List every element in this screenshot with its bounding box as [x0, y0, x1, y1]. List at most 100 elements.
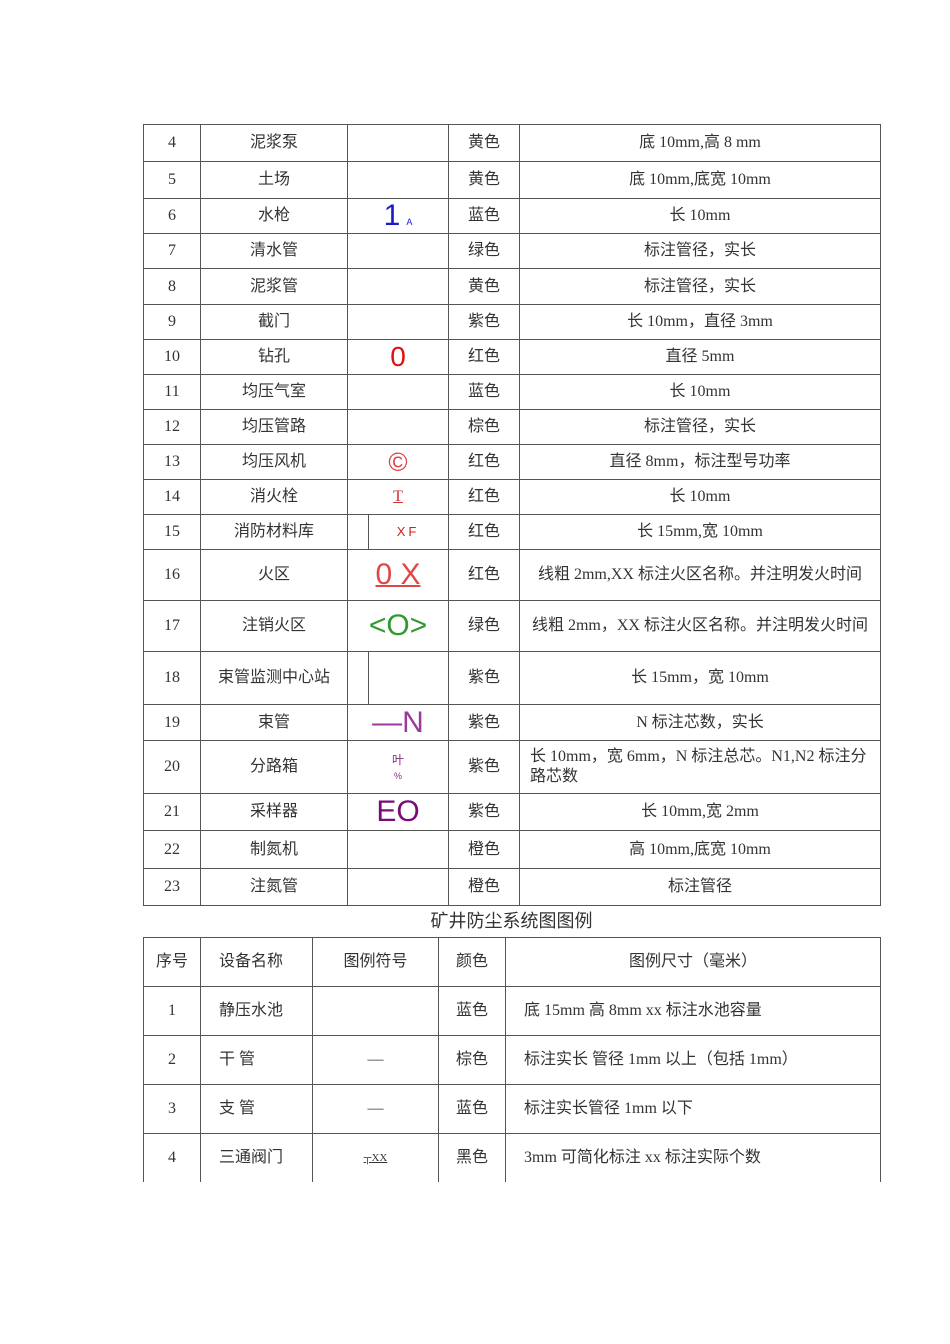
legend-size: 长 15mm，宽 10mm [519, 651, 881, 705]
row-number: 17 [143, 600, 201, 652]
table-row: 10 钻孔 0 红色 直径 5mm [143, 339, 881, 375]
table-row: 3 支 管 — 蓝色 标注实长管径 1mm 以下 [143, 1084, 881, 1134]
table-row: 22 制氮机 橙色 高 10mm,底宽 10mm [143, 830, 881, 869]
device-name: 均压气室 [200, 374, 348, 410]
table-row: 2 干 管 — 棕色 标注实长 管径 1mm 以上（包括 1mm） [143, 1035, 881, 1085]
table-row: 19 束管 —N 紫色 N 标注芯数，实长 [143, 704, 881, 741]
symbol-subscript: % [393, 770, 402, 781]
legend-size: 直径 8mm，标注型号功率 [519, 444, 881, 480]
legend-size: 标注管径，实长 [519, 268, 881, 305]
symbol-glyph: 叶 [391, 752, 404, 767]
device-name: 干 管 [200, 1035, 313, 1085]
row-number: 6 [143, 198, 201, 234]
table-row: 11 均压气室 蓝色 长 10mm [143, 374, 881, 410]
legend-size: 高 10mm,底宽 10mm [519, 830, 881, 869]
color-name: 黄色 [448, 161, 520, 199]
color-name: 蓝色 [438, 986, 506, 1036]
row-number: 13 [143, 444, 201, 480]
row-number: 9 [143, 304, 201, 340]
device-name: 火区 [200, 549, 348, 601]
legend-size: 底 10mm,底宽 10mm [519, 161, 881, 199]
table-row: 5 土场 黄色 底 10mm,底宽 10mm [143, 161, 881, 199]
row-number: 7 [143, 233, 201, 269]
legend-size: N 标注芯数，实长 [519, 704, 881, 741]
legend-symbol: 0 X [347, 549, 449, 601]
row-number: 4 [143, 124, 201, 162]
legend-size: 标注管径 [519, 868, 881, 906]
legend-size: 标注实长 管径 1mm 以上（包括 1mm） [505, 1035, 881, 1085]
legend-size: 标注管径，实长 [519, 233, 881, 269]
device-name: 水枪 [200, 198, 348, 234]
table-row: 8 泥浆管 黄色 标注管径，实长 [143, 268, 881, 305]
row-number: 11 [143, 374, 201, 410]
table-row: 14 消火栓 T 红色 长 10mm [143, 479, 881, 515]
legend-symbol: XF [347, 514, 449, 550]
symbol-glyph: © [388, 447, 408, 477]
legend-size: 直径 5mm [519, 339, 881, 375]
device-name: 支 管 [200, 1084, 313, 1134]
symbol-glyph: 1 [383, 199, 401, 232]
legend-symbol [347, 161, 449, 199]
color-name: 红色 [448, 339, 520, 375]
symbol-glyph: 0 [390, 341, 406, 372]
table-row: 18 束管监测中心站 紫色 长 15mm，宽 10mm [143, 651, 881, 705]
legend-size: 长 10mm [519, 374, 881, 410]
legend-symbol: 叶% [347, 740, 449, 794]
color-name: 紫色 [448, 793, 520, 831]
color-name: 蓝色 [438, 1084, 506, 1134]
row-number: 3 [143, 1084, 201, 1134]
table-row: 1 静压水池 蓝色 底 15mm 高 8mm xx 标注水池容量 [143, 986, 881, 1036]
color-name: 黑色 [438, 1133, 506, 1182]
symbol-subscript: A [406, 217, 413, 227]
legend-size: 长 15mm,宽 10mm [519, 514, 881, 550]
color-name: 棕色 [438, 1035, 506, 1085]
legend-symbol [347, 374, 449, 410]
legend-symbol [347, 830, 449, 869]
color-name: 红色 [448, 444, 520, 480]
device-name: 泥浆泵 [200, 124, 348, 162]
table-row: 13 均压风机 © 红色 直径 8mm，标注型号功率 [143, 444, 881, 480]
color-name: 紫色 [448, 651, 520, 705]
table-row: 4 三通阀门 ┬XX 黑色 3mm 可简化标注 xx 标注实际个数 [143, 1133, 881, 1182]
color-name: 蓝色 [448, 374, 520, 410]
cell-divider [368, 652, 369, 704]
symbol-glyph: <O> [368, 609, 428, 642]
legend-symbol [347, 124, 449, 162]
symbol-glyph: XF [396, 524, 420, 539]
row-number: 1 [143, 986, 201, 1036]
legend-size: 线粗 2mm,XX 标注火区名称。并注明发火时间 [519, 549, 881, 601]
color-name: 红色 [448, 479, 520, 515]
legend-symbol [347, 651, 449, 705]
device-name: 均压风机 [200, 444, 348, 480]
color-name: 绿色 [448, 600, 520, 652]
table-row: 7 清水管 绿色 标注管径，实长 [143, 233, 881, 269]
device-name: 注氮管 [200, 868, 348, 906]
legend-symbol: 0 [347, 339, 449, 375]
legend-symbol [347, 868, 449, 906]
color-name: 棕色 [448, 409, 520, 445]
device-name: 截门 [200, 304, 348, 340]
legend-size: 长 10mm [519, 479, 881, 515]
legend-size: 长 10mm，宽 6mm，N 标注总芯。N1,N2 标注分路芯数 [519, 740, 881, 794]
legend-symbol [347, 409, 449, 445]
cell-divider [368, 515, 369, 549]
device-name: 制氮机 [200, 830, 348, 869]
color-name: 蓝色 [448, 198, 520, 234]
row-number: 10 [143, 339, 201, 375]
legend-symbol: <O> [347, 600, 449, 652]
legend-symbol: ┬XX [312, 1133, 439, 1182]
device-name: 钻孔 [200, 339, 348, 375]
symbol-glyph: T [393, 488, 403, 505]
symbol-glyph: EO [376, 795, 420, 828]
legend-size: 底 10mm,高 8 mm [519, 124, 881, 162]
color-name: 橙色 [448, 868, 520, 906]
device-name: 泥浆管 [200, 268, 348, 305]
legend-symbol [347, 233, 449, 269]
column-header: 设备名称 [200, 937, 313, 987]
table-row: 17 注销火区 <O> 绿色 线粗 2mm，XX 标注火区名称。并注明发火时间 [143, 600, 881, 652]
color-name: 绿色 [448, 233, 520, 269]
table-row: 4 泥浆泵 黄色 底 10mm,高 8 mm [143, 124, 881, 162]
legend-symbol [347, 268, 449, 305]
